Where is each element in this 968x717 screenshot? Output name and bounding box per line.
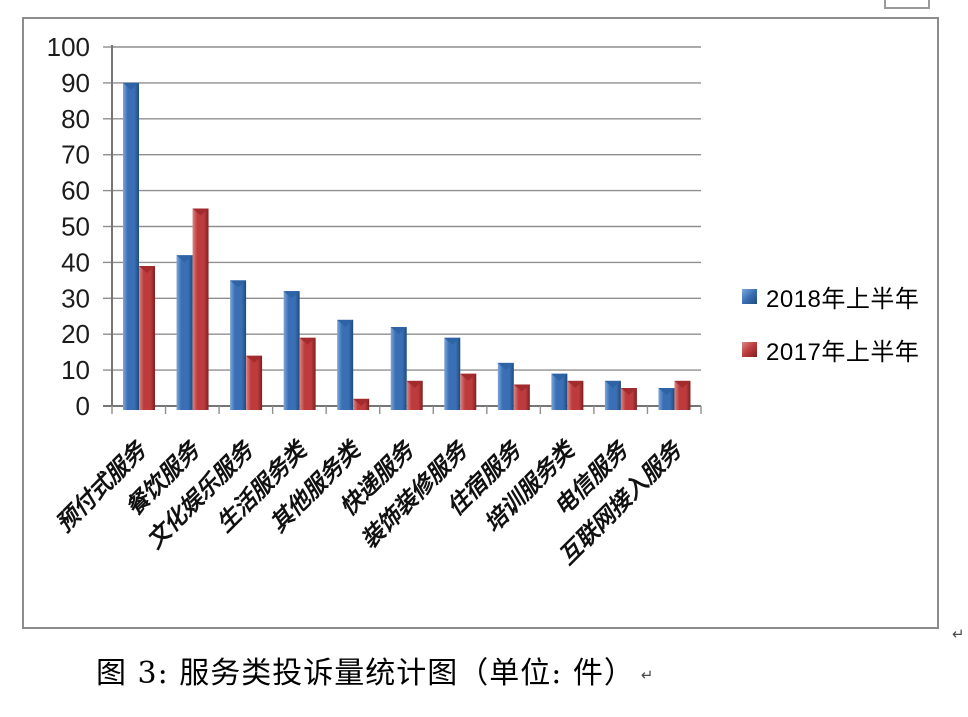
bar-2017年上半年-7 (513, 384, 530, 410)
bar-2018年上半年-4 (337, 319, 354, 410)
bar-cap-2018年上半年-6 (444, 337, 461, 345)
legend-item-2018: 2018年上半年 (742, 279, 919, 314)
bar-cap-2017年上半年-8 (567, 380, 584, 388)
bar-cap-2018年上半年-0 (123, 82, 139, 90)
bar-2017年上半年-3 (299, 337, 316, 410)
bar-2018年上半年-7 (497, 362, 514, 410)
bar-cap-2017年上半年-1 (192, 208, 209, 216)
legend-swatch-2017 (742, 342, 757, 357)
y-tick-label-50: 50 (61, 212, 90, 242)
figure-caption-text: 图 3: 服务类投诉量统计图（单位: 件） (96, 656, 635, 691)
y-tick-label-30: 30 (61, 283, 90, 313)
bar-cap-2017年上半年-9 (620, 388, 637, 396)
cropped-box-fragment (884, 0, 930, 9)
bar-2018年上半年-3 (283, 291, 300, 410)
y-tick-label-90: 90 (61, 68, 90, 98)
bar-cap-2018年上半年-9 (604, 380, 621, 388)
bar-2017年上半年-5 (406, 380, 423, 410)
bar-2017年上半年-2 (246, 355, 263, 410)
bar-2017年上半年-10 (674, 380, 691, 410)
chart-frame[interactable]: 0 10 20 30 40 50 60 70 80 90 100 预付式服务 餐饮服务 文化娱乐服务 生活服… (22, 17, 965, 642)
bar-2018年上半年-0 (123, 82, 139, 411)
bar-2018年上半年-6 (444, 337, 461, 410)
legend-swatch-2018 (742, 289, 757, 304)
bar-2017年上半年-0 (139, 265, 155, 410)
bar-cap-2017年上半年-2 (246, 355, 263, 363)
bar-2018年上半年-8 (551, 373, 568, 410)
chart-legend: 2018年上半年 2017年上半年 (742, 279, 919, 367)
bar-cap-2018年上半年-7 (497, 362, 514, 370)
figure-caption: 图 3: 服务类投诉量统计图（单位: 件） ↵ (96, 648, 655, 692)
bar-2017年上半年-8 (567, 380, 584, 410)
bar-cap-2017年上半年-5 (406, 380, 423, 388)
y-tick-label-20: 20 (61, 319, 90, 349)
y-tick-label-0: 0 (76, 391, 90, 421)
bar-2018年上半年-5 (390, 327, 407, 410)
y-tick-label-10: 10 (61, 355, 90, 385)
y-tick-label-80: 80 (61, 104, 90, 134)
y-tick-label-40: 40 (61, 247, 90, 277)
paragraph-mark-icon: ↵ (640, 666, 655, 684)
bar-cap-2018年上半年-2 (230, 280, 247, 288)
bar-cap-2017年上半年-4 (353, 398, 370, 406)
legend-label-2018: 2018年上半年 (766, 286, 920, 313)
y-tick-label-70: 70 (61, 140, 90, 170)
bar-cap-2017年上半年-10 (674, 380, 691, 388)
paragraph-mark-icon: ↵ (952, 625, 965, 643)
bar-cap-2017年上半年-0 (139, 265, 155, 273)
bar-2018年上半年-10 (658, 388, 675, 410)
bar-cap-2017年上半年-6 (460, 373, 477, 381)
y-tick-label-100: 100 (47, 32, 90, 62)
legend-item-2017: 2017年上半年 (742, 332, 919, 367)
bar-cap-2018年上半年-1 (176, 255, 193, 263)
bar-2018年上半年-9 (604, 380, 621, 410)
bar-2017年上半年-9 (620, 388, 637, 410)
bar-cap-2017年上半年-3 (299, 337, 316, 345)
y-tick-label-60: 60 (61, 176, 90, 206)
bar-cap-2018年上半年-4 (337, 319, 354, 327)
bar-cap-2018年上半年-8 (551, 373, 568, 381)
bar-2017年上半年-1 (192, 208, 209, 410)
bar-cap-2017年上半年-7 (513, 384, 530, 392)
bar-2018年上半年-1 (176, 255, 193, 410)
bar-chart: 0102030405060708090100预付式服务餐饮服务文化娱乐服务生活服… (47, 32, 702, 570)
bar-2018年上半年-2 (230, 280, 247, 410)
bar-2017年上半年-6 (460, 373, 477, 410)
bar-cap-2018年上半年-10 (658, 388, 675, 396)
legend-label-2017: 2017年上半年 (766, 339, 920, 366)
bar-cap-2018年上半年-5 (390, 327, 407, 335)
bar-cap-2018年上半年-3 (283, 291, 300, 299)
